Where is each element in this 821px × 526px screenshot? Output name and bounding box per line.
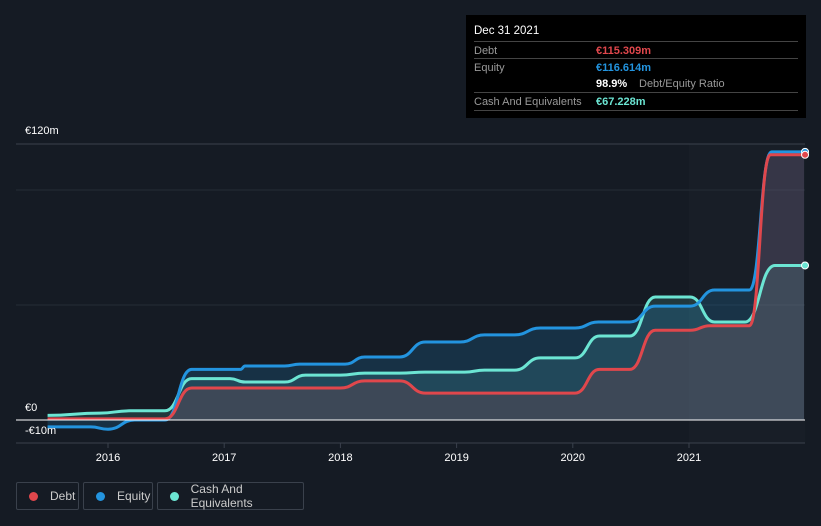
tooltip: Dec 31 2021 Debt €115.309m Equity €116.614… — [466, 15, 806, 118]
tooltip-date: Dec 31 2021 — [474, 25, 540, 37]
x-tick-label: 2018 — [328, 452, 352, 464]
legend-cash-label: Cash And Equivalents — [190, 482, 253, 510]
cash-value: €67.228m — [596, 96, 646, 108]
equity-line — [47, 150, 805, 431]
x-tick-label: 2019 — [444, 452, 468, 464]
debt-line — [47, 153, 805, 421]
legend-debt[interactable]: Debt — [16, 482, 79, 510]
x-tick-label: 2020 — [561, 452, 585, 464]
x-tick-label: 2017 — [212, 452, 236, 464]
tooltip-debt-row: Debt €115.309m — [474, 41, 798, 60]
x-tick-label: 2016 — [96, 452, 120, 464]
legend-cash[interactable]: Cash And Equivalents — [157, 482, 304, 510]
y-label-top: €120m — [25, 125, 59, 137]
tooltip-cash-row: Cash And Equivalents €67.228m — [474, 92, 798, 111]
debt-end-point — [801, 150, 810, 159]
ratio-value: 98.9% — [596, 78, 628, 90]
cash-dot-icon — [170, 491, 179, 501]
debt-value: €115.309m — [596, 45, 652, 57]
debt-dot-icon — [29, 491, 38, 501]
equity-dot-icon — [96, 491, 105, 501]
x-tick-label: 2021 — [677, 452, 701, 464]
legend-debt-label: Debt — [50, 489, 76, 503]
cash-label: Cash And Equivalents — [474, 96, 582, 108]
legend-equity-label: Equity — [117, 489, 151, 503]
cash-line — [47, 263, 805, 417]
equity-label: Equity — [474, 62, 505, 74]
tooltip-divider — [474, 110, 798, 111]
cash-end-point — [801, 261, 810, 270]
y-label-zero: €0 — [25, 402, 38, 414]
debt-label: Debt — [474, 45, 498, 57]
equity-value: €116.614m — [596, 62, 652, 74]
equity-area — [47, 151, 805, 430]
tooltip-ratio-row: 98.9% Debt/Equity Ratio — [474, 75, 798, 93]
legend-equity[interactable]: Equity — [83, 482, 153, 510]
debt-area — [47, 154, 805, 420]
y-label-neg: -€10m — [25, 425, 57, 437]
ratio-label: Debt/Equity Ratio — [639, 78, 725, 90]
tooltip-equity-row: Equity €116.614m — [474, 58, 798, 77]
